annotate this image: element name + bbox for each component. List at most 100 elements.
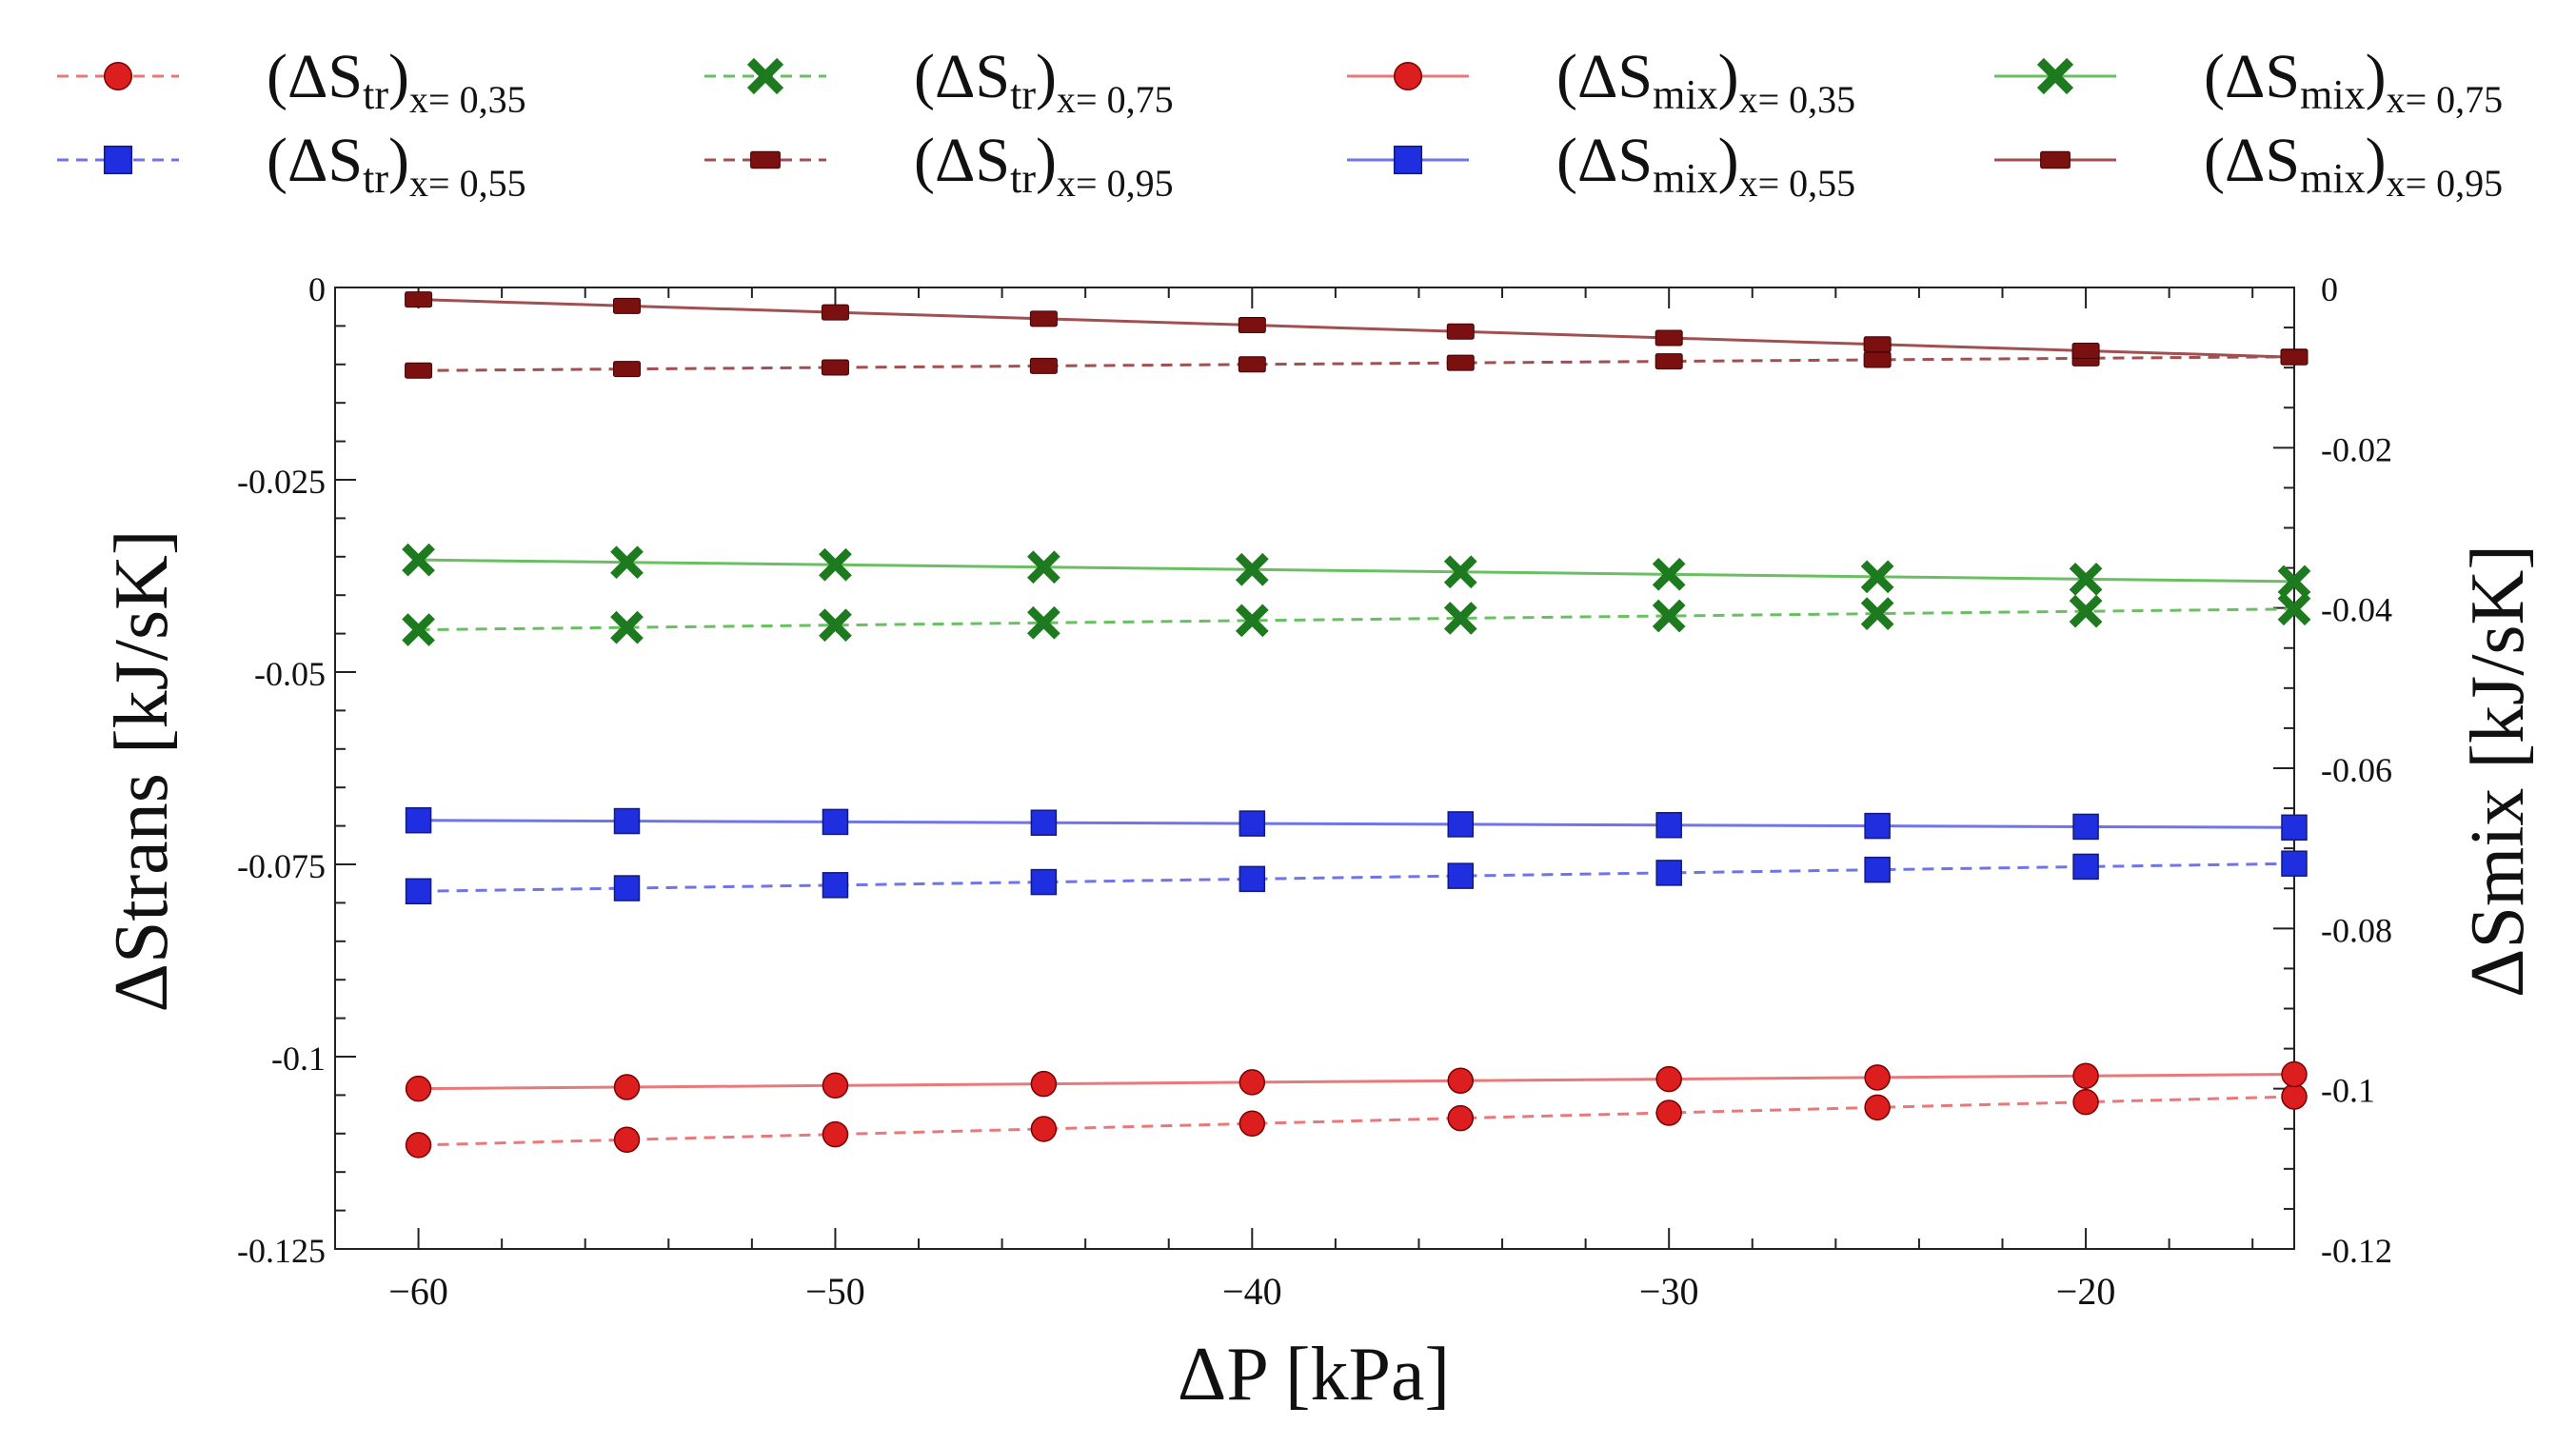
legend-label: (ΔStr)x= 0,35 bbox=[267, 42, 526, 121]
data-point bbox=[405, 362, 433, 379]
legend-item: (ΔStr)x= 0,95 bbox=[704, 126, 1174, 205]
legend-marker bbox=[103, 145, 133, 175]
legend-label: (ΔStr)x= 0,95 bbox=[914, 126, 1174, 205]
data-point bbox=[1030, 868, 1058, 896]
data-point bbox=[2072, 1088, 2099, 1116]
series-4 bbox=[405, 1060, 2308, 1102]
y-left-tick-label: -0.1 bbox=[271, 1040, 326, 1078]
data-point bbox=[2072, 853, 2099, 881]
legend-item: (ΔSmix)x= 0,75 bbox=[1994, 42, 2503, 121]
legend-marker bbox=[750, 150, 781, 169]
data-point bbox=[610, 610, 644, 644]
data-point bbox=[1447, 862, 1475, 889]
x-tick-label: −50 bbox=[805, 1270, 865, 1313]
data-point bbox=[1235, 552, 1269, 586]
data-point bbox=[1238, 810, 1266, 837]
series-6 bbox=[402, 543, 2311, 599]
legend-item: (ΔStr)x= 0,75 bbox=[704, 42, 1174, 121]
data-point bbox=[1864, 1094, 1891, 1121]
data-point bbox=[405, 878, 432, 905]
series-line bbox=[418, 819, 2295, 829]
data-point bbox=[613, 1126, 641, 1154]
data-point bbox=[2277, 592, 2311, 626]
data-point bbox=[1864, 812, 1891, 840]
legend-item: (ΔSmix)x= 0,35 bbox=[1347, 42, 1855, 121]
data-point bbox=[1446, 354, 1475, 371]
data-point bbox=[1655, 860, 1682, 886]
y-left-tick-label: -0.125 bbox=[237, 1232, 326, 1270]
legend-marker bbox=[103, 61, 133, 91]
data-point bbox=[1027, 605, 1060, 640]
legend-marker bbox=[746, 57, 784, 95]
data-point bbox=[613, 807, 641, 835]
legend-label: (ΔSmix)x= 0,55 bbox=[1556, 126, 1855, 205]
data-point bbox=[1029, 310, 1058, 327]
data-point bbox=[1030, 1116, 1058, 1142]
data-point bbox=[1655, 329, 1683, 347]
legend-marker bbox=[2040, 150, 2071, 169]
data-point bbox=[613, 297, 642, 314]
data-point bbox=[405, 1132, 432, 1159]
series-line bbox=[418, 558, 2295, 584]
data-point bbox=[405, 291, 433, 308]
data-point bbox=[1864, 1064, 1891, 1091]
data-point bbox=[402, 613, 435, 646]
plot-area: −60 −50 −40 −30 −20 0 -0.025 -0.05 -0.075 -0.1 -0.… bbox=[237, 270, 2392, 1313]
data-point bbox=[819, 608, 852, 643]
x-axis-label: ΔP [kPa] bbox=[1178, 1333, 1450, 1416]
y-right-tick-label: -0.04 bbox=[2321, 591, 2392, 629]
data-point bbox=[1863, 351, 1892, 368]
data-point bbox=[2277, 565, 2311, 599]
data-point bbox=[2281, 814, 2308, 842]
data-point bbox=[405, 1075, 432, 1102]
y-left-tick-label: -0.05 bbox=[254, 655, 326, 693]
data-point bbox=[1443, 555, 1477, 589]
data-point bbox=[822, 872, 849, 899]
data-point bbox=[613, 361, 642, 378]
series-7 bbox=[405, 291, 2308, 366]
series-0 bbox=[405, 1083, 2308, 1159]
data-point bbox=[1864, 856, 1891, 883]
legend-label: (ΔSmix)x= 0,75 bbox=[2204, 42, 2503, 121]
x-tick-label: −30 bbox=[1639, 1270, 1699, 1313]
series-line bbox=[418, 355, 2295, 372]
y-axis-right-label: ΔSmix [kJ/sK] bbox=[2456, 545, 2540, 998]
data-point bbox=[613, 1074, 641, 1100]
legend-label: (ΔSmix)x= 0,35 bbox=[1556, 42, 1855, 121]
y-right-tick-label: -0.06 bbox=[2321, 751, 2392, 789]
data-point bbox=[2281, 1060, 2308, 1088]
x-tick-label: −40 bbox=[1222, 1270, 1282, 1313]
data-point bbox=[1030, 1070, 1058, 1098]
data-point bbox=[1027, 550, 1060, 584]
data-point bbox=[2071, 342, 2100, 359]
data-point bbox=[1860, 597, 1894, 630]
data-point bbox=[402, 543, 435, 577]
legend: (ΔStr)x= 0,35(ΔStr)x= 0,55(ΔStr)x= 0,75(… bbox=[57, 42, 2503, 205]
data-point bbox=[822, 1072, 849, 1099]
data-point bbox=[1238, 356, 1266, 373]
series-2 bbox=[402, 592, 2311, 646]
data-point bbox=[1655, 812, 1682, 839]
series-line bbox=[418, 1095, 2295, 1147]
data-point bbox=[1863, 336, 1892, 353]
legend-label: (ΔStr)x= 0,75 bbox=[914, 42, 1174, 121]
y-right-tick-label: -0.08 bbox=[2321, 911, 2392, 949]
data-point bbox=[613, 875, 641, 901]
data-point bbox=[2072, 813, 2099, 841]
data-point bbox=[1655, 1099, 1682, 1126]
data-point bbox=[2281, 850, 2308, 877]
y-left-tick-label: -0.025 bbox=[237, 463, 326, 501]
x-tick-label: −60 bbox=[388, 1270, 448, 1313]
data-point bbox=[1447, 1067, 1475, 1094]
series-line bbox=[418, 607, 2295, 632]
data-point bbox=[2072, 1062, 2099, 1089]
data-point bbox=[1238, 1110, 1266, 1138]
data-point bbox=[821, 359, 849, 376]
data-point bbox=[1655, 353, 1683, 370]
data-point bbox=[1235, 604, 1269, 638]
data-point bbox=[821, 304, 849, 321]
data-point bbox=[2281, 1083, 2308, 1110]
legend-item: (ΔStr)x= 0,35 bbox=[57, 42, 526, 121]
data-point bbox=[819, 547, 852, 582]
